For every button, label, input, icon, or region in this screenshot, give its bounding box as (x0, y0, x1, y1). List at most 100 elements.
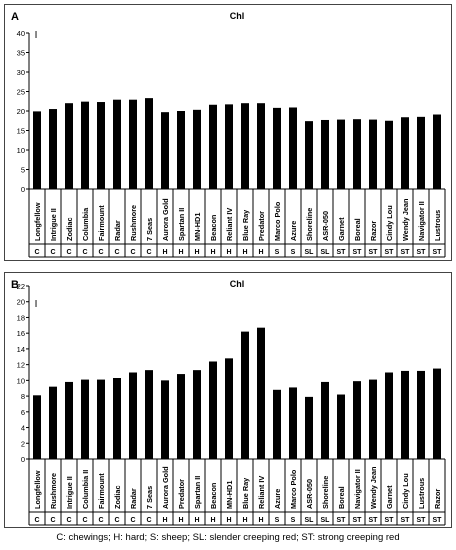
chart-a-category-label: MN-HD1 (193, 213, 202, 241)
chart-b-category-label: MN-HD1 (225, 481, 234, 509)
chart-a-category-label: Aurora Gold (161, 198, 170, 241)
chart-b-category-label: Marco Polo (289, 469, 298, 509)
chart-b-category-label: Boreal (337, 486, 346, 509)
chart-a-category-label: Wendy Jean (401, 199, 410, 241)
chart-a-group-label: C (130, 249, 135, 256)
chart-b-category-label: Rushmore (49, 473, 58, 509)
chart-a-bar (145, 98, 153, 189)
chart-a-category-label: Intrigue II (49, 208, 58, 241)
chart-b-bar (353, 381, 361, 459)
chart-a-category-label: Spartan II (177, 208, 186, 241)
chart-b-group-label: ST (353, 517, 363, 524)
chart-b-y-tick-label: 4 (21, 424, 25, 433)
chart-a-category-label: Columbia (81, 207, 90, 241)
chart-a-group-label: SL (321, 249, 331, 256)
chart-a-svg: A Chl 0 5 10 15 20 25 30 35 40 I Longfellow Intrigue … (11, 11, 446, 258)
chart-a-bar (177, 111, 185, 189)
chart-a-title: Chl (230, 11, 245, 21)
chart-a-category-label: Navigator II (417, 201, 426, 241)
chart-a-category-label: Lustrous (433, 210, 442, 241)
chart-b-category-label: Radar (129, 488, 138, 509)
chart-b-category-label: Intrigue II (65, 476, 74, 509)
chart-a-category-label: Razor (369, 221, 378, 241)
chart-b-panel-letter: B (11, 279, 19, 291)
chart-b-category-label: Fairmount (97, 473, 106, 509)
chart-b-group-label: H (178, 517, 183, 524)
chart-a-category-label: Marco Polo (273, 201, 282, 241)
chart-b-group-label: ST (401, 517, 411, 524)
chart-b-category-label: Columbia II (81, 470, 90, 509)
chart-a-category-label: Azure (289, 221, 298, 241)
chart-b-svg: B Chl 0 2 4 6 8 10 12 14 16 18 20 22 I Longfellow Rushmo… (11, 279, 446, 526)
chart-a-bar (193, 109, 201, 189)
chart-b-bar (369, 379, 377, 459)
chart-a-bar (257, 103, 265, 189)
chart-b-y-tick-label: 16 (17, 329, 25, 338)
chart-a-bar (417, 116, 425, 189)
chart-b-bar (193, 370, 201, 459)
chart-b-y-tick-label: 8 (21, 392, 25, 401)
chart-a-category-label: 7 Seas (145, 218, 154, 241)
chart-b-category-label: Azure (273, 489, 282, 509)
chart-a-group-label: S (275, 249, 280, 256)
chart-a-category-label: Radar (113, 220, 122, 241)
chart-b-bar (401, 370, 409, 459)
chart-b-bar (81, 379, 89, 459)
chart-a-bar (433, 114, 441, 189)
chart-a-bar (273, 107, 281, 189)
chart-a-group-label: ST (337, 249, 347, 256)
chart-b-category-label: Reliant IV (257, 476, 266, 509)
figure-caption: C: chewings; H: hard; S: sheep; SL: slen… (56, 532, 400, 543)
chart-b-group-label: C (50, 517, 55, 524)
chart-b-bar (337, 394, 345, 459)
chart-a-bar (225, 104, 233, 189)
chart-b-group-label: H (258, 517, 263, 524)
chart-a-category-label: Reliant IV (225, 208, 234, 241)
chart-b-category-label: Spartan II (193, 476, 202, 509)
chart-a-group-label: H (162, 249, 167, 256)
chart-a-y-tick-label: 15 (17, 127, 25, 136)
chart-b-bar (273, 389, 281, 459)
chart-a-bar (113, 99, 121, 189)
chart-a-category-label: Rushmore (129, 205, 138, 241)
chart-a-group-label: H (258, 249, 263, 256)
chart-a-bar (289, 107, 297, 189)
chart-b-group-label: H (226, 517, 231, 524)
chart-a-bar (337, 119, 345, 189)
chart-a-group-label: C (98, 249, 103, 256)
chart-b-group-label: C (146, 517, 151, 524)
chart-a-bar (161, 112, 169, 189)
chart-b-y-tick-label: 6 (21, 408, 25, 417)
chart-b-group-label: H (194, 517, 199, 524)
chart-b-bar (433, 368, 441, 459)
chart-b-bar (241, 331, 249, 459)
chart-a-category-label: Shoreline (305, 208, 314, 241)
chart-a-y-tick-label: 30 (17, 68, 25, 77)
chart-a-bar (353, 119, 361, 189)
chart-a-bar (129, 99, 137, 189)
chart-b-bar (177, 374, 185, 459)
chart-b-y-tick-label: 18 (17, 313, 25, 322)
chart-a-group-label: ST (417, 249, 427, 256)
chart-a-panel-letter: A (11, 11, 19, 23)
chart-a-category-label: Longfellow (33, 202, 42, 241)
chart-a-category-label: Fairmount (97, 205, 106, 241)
chart-b-category-label: Razor (433, 489, 442, 509)
chart-b-title: Chl (230, 279, 245, 289)
chart-b-bar (321, 381, 329, 459)
chart-a-category-label: Cindy Lou (385, 205, 394, 241)
chart-b-y-tick-label: 2 (21, 439, 25, 448)
chart-a-y-tick-label: 25 (17, 88, 25, 97)
chart-b-category-label: Beacon (209, 483, 218, 509)
chart-a-group-label: C (82, 249, 87, 256)
chart-b-bar (417, 370, 425, 459)
chart-a-bar (401, 117, 409, 189)
chart-a-bar (49, 109, 57, 189)
chart-b-group-label: H (210, 517, 215, 524)
chart-b-bar (289, 387, 297, 459)
chart-a-group-label: ST (353, 249, 363, 256)
chart-b-y-tick-label: 14 (17, 345, 25, 354)
chart-b-category-label: Predator (177, 479, 186, 509)
chart-b-y-tick-label: 22 (17, 282, 25, 291)
